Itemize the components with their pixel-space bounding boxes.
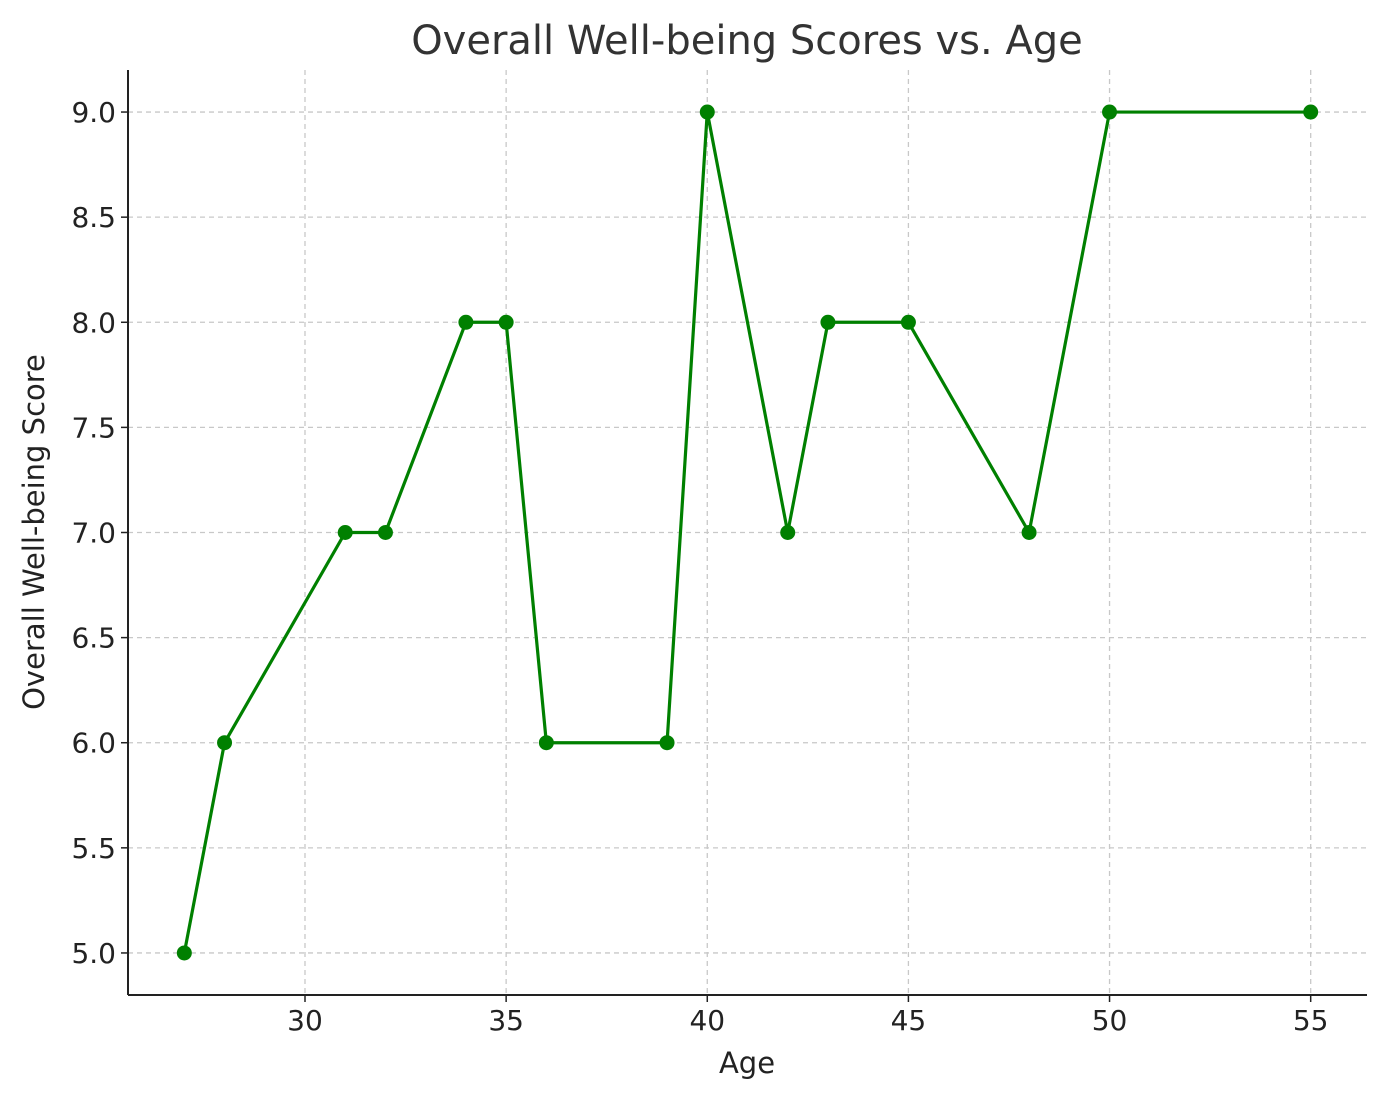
data-point	[377, 525, 393, 540]
data-point	[217, 735, 233, 751]
x-tick-label: 50	[1092, 1004, 1128, 1037]
data-point	[820, 314, 836, 330]
data-point	[659, 735, 675, 751]
data-point	[780, 525, 796, 540]
y-tick-label: 7.0	[71, 517, 116, 550]
data-point	[176, 945, 192, 961]
x-tick-label: 40	[689, 1004, 725, 1037]
x-tick-label: 45	[891, 1004, 927, 1037]
y-axis-ticks: 5.0 5.5 6.0 6.5 7.0 7.5 8.0 8.5 9.0	[71, 96, 128, 970]
y-tick-label: 9.0	[71, 96, 116, 129]
y-tick-label: 5.0	[71, 937, 116, 970]
data-point	[458, 314, 474, 330]
data-point	[337, 525, 353, 540]
series-group	[176, 104, 1319, 961]
grid	[128, 70, 1367, 995]
chart-title: Overall Well-being Scores vs. Age	[411, 18, 1083, 64]
y-tick-label: 6.0	[71, 727, 116, 760]
x-tick-label: 30	[287, 1004, 323, 1037]
y-tick-label: 7.5	[71, 411, 116, 444]
data-point	[498, 314, 514, 330]
y-tick-label: 5.5	[71, 832, 116, 865]
data-point	[1102, 104, 1118, 120]
data-point	[900, 314, 916, 330]
y-tick-label: 8.5	[71, 201, 116, 234]
y-tick-label: 8.0	[71, 306, 116, 339]
y-tick-label: 6.5	[71, 622, 116, 655]
x-tick-label: 55	[1293, 1004, 1329, 1037]
x-axis-ticks: 30 35 40 45 50 55	[287, 995, 1329, 1037]
data-point	[538, 735, 554, 751]
data-point	[699, 104, 715, 120]
x-tick-label: 35	[488, 1004, 524, 1037]
data-point	[1303, 104, 1319, 120]
series-line	[182, 110, 1311, 954]
x-axis-label: Age	[719, 1046, 775, 1080]
data-point	[1021, 525, 1037, 540]
y-axis-label: Overall Well-being Score	[17, 354, 51, 710]
